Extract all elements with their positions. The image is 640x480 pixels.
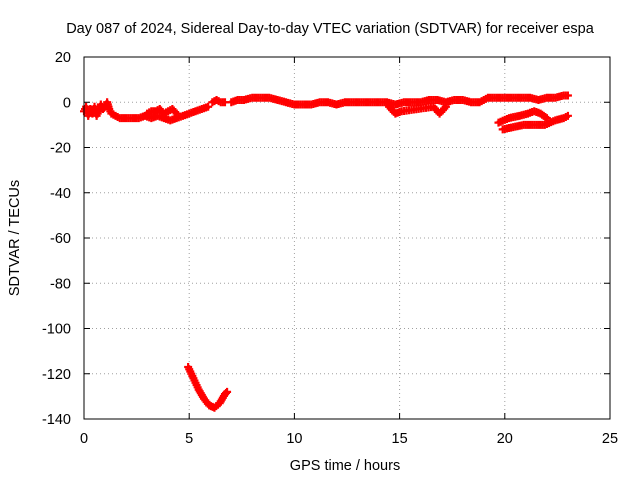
data-point (563, 111, 572, 120)
chart-title: Day 087 of 2024, Sidereal Day-to-day VTE… (66, 21, 595, 37)
x-tick-label: 5 (185, 431, 193, 447)
data-point (172, 109, 181, 118)
x-axis-label: GPS time / hours (290, 458, 400, 474)
y-tick-label: -60 (50, 231, 71, 247)
x-tick-label: 0 (80, 431, 88, 447)
y-tick-label: -140 (42, 412, 71, 428)
x-tick-label: 10 (286, 431, 302, 447)
x-tick-label: 25 (602, 431, 618, 447)
data-points (80, 91, 572, 412)
x-tick-label: 20 (497, 431, 513, 447)
data-point (171, 108, 180, 117)
y-tick-label: -100 (42, 322, 71, 338)
y-tick-label: -120 (42, 367, 71, 383)
y-tick-label: -20 (50, 141, 71, 157)
data-point (563, 91, 572, 100)
y-tick-label: 0 (63, 95, 71, 111)
data-point (223, 387, 232, 396)
y-tick-label: 20 (55, 50, 71, 66)
y-tick-label: -80 (50, 276, 71, 292)
axis-ticks: 0 5 10 15 20 25 20 0 -20 -40 -60 -80 -100 -120 -140 (42, 50, 618, 447)
y-tick-label: -40 (50, 186, 71, 202)
y-axis-label: SDTVAR / TECUs (7, 180, 23, 296)
data-point (441, 102, 450, 111)
x-tick-label: 15 (392, 431, 408, 447)
data-point (204, 102, 213, 111)
